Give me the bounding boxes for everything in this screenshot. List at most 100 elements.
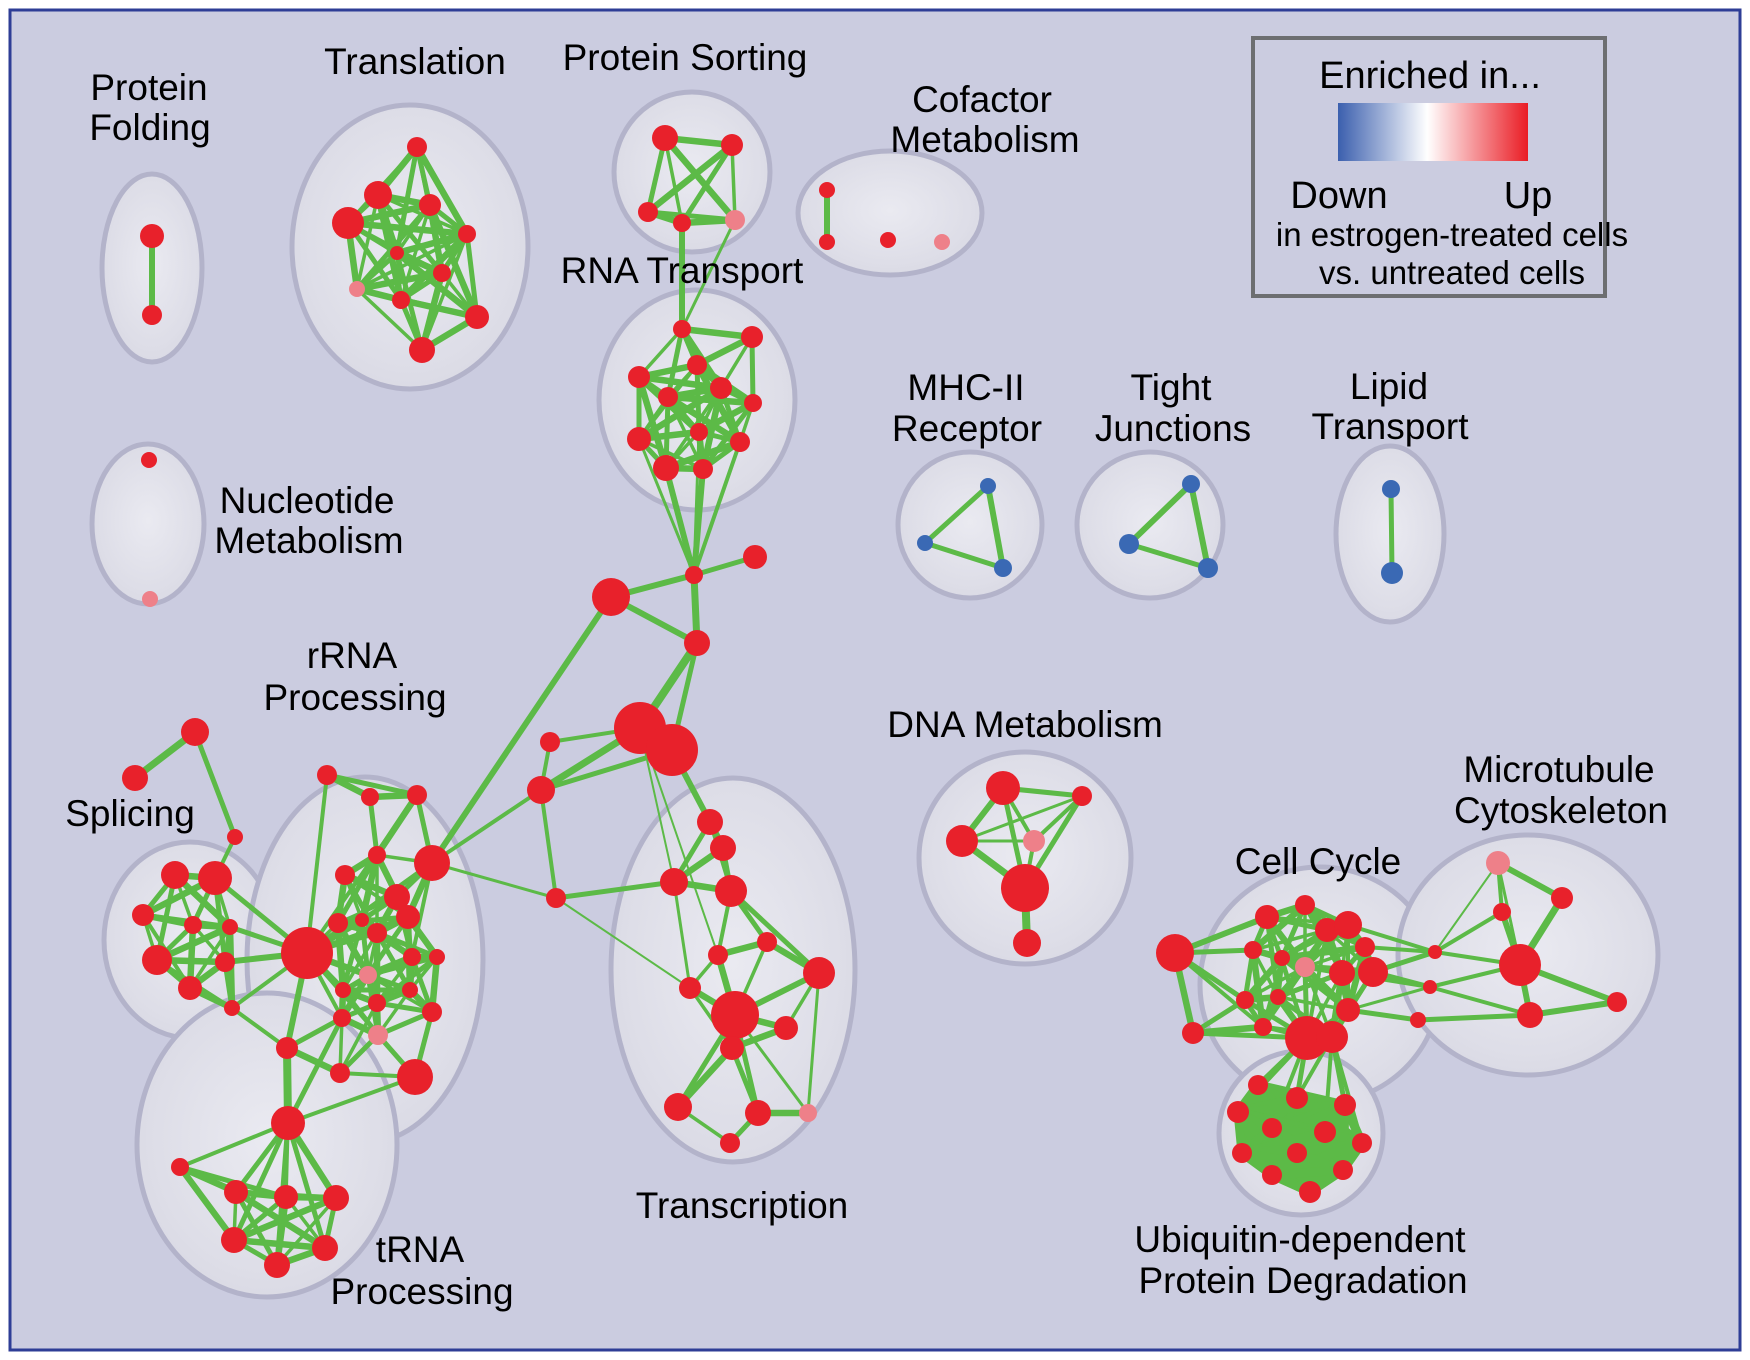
gene-set-node[interactable]	[1270, 989, 1286, 1005]
gene-set-node[interactable]	[1314, 1121, 1336, 1143]
gene-set-node[interactable]	[819, 234, 835, 250]
gene-set-node[interactable]	[720, 1133, 740, 1153]
gene-set-node[interactable]	[178, 976, 202, 1000]
gene-set-node[interactable]	[725, 210, 745, 230]
gene-set-node[interactable]	[1428, 945, 1442, 959]
gene-set-node[interactable]	[323, 1185, 349, 1211]
gene-set-node[interactable]	[335, 982, 351, 998]
gene-set-node[interactable]	[1607, 992, 1627, 1012]
gene-set-node[interactable]	[697, 809, 723, 835]
gene-set-node[interactable]	[721, 134, 743, 156]
gene-set-node[interactable]	[679, 977, 701, 999]
gene-set-node[interactable]	[281, 927, 333, 979]
gene-set-node[interactable]	[1493, 903, 1511, 921]
gene-set-node[interactable]	[917, 535, 933, 551]
gene-set-node[interactable]	[458, 225, 476, 243]
gene-set-node[interactable]	[274, 1185, 298, 1209]
gene-set-node[interactable]	[419, 194, 441, 216]
gene-set-node[interactable]	[1334, 1094, 1356, 1116]
gene-set-node[interactable]	[312, 1235, 338, 1261]
gene-set-node[interactable]	[364, 181, 392, 209]
gene-set-node[interactable]	[1287, 1143, 1307, 1163]
gene-set-node[interactable]	[276, 1037, 298, 1059]
gene-set-node[interactable]	[414, 845, 450, 881]
gene-set-node[interactable]	[198, 861, 232, 895]
gene-set-node[interactable]	[660, 868, 688, 896]
gene-set-node[interactable]	[1156, 934, 1194, 972]
gene-set-node[interactable]	[335, 865, 355, 885]
gene-set-node[interactable]	[271, 1106, 305, 1140]
gene-set-node[interactable]	[221, 1227, 247, 1253]
gene-set-node[interactable]	[708, 945, 728, 965]
gene-set-node[interactable]	[1262, 1165, 1282, 1185]
gene-set-node[interactable]	[741, 326, 763, 348]
gene-set-node[interactable]	[980, 478, 996, 494]
gene-set-node[interactable]	[407, 785, 427, 805]
gene-set-node[interactable]	[359, 966, 377, 984]
gene-set-node[interactable]	[333, 1009, 351, 1027]
gene-set-node[interactable]	[224, 1180, 248, 1204]
gene-set-node[interactable]	[638, 202, 658, 222]
gene-set-node[interactable]	[710, 835, 736, 861]
gene-set-node[interactable]	[684, 630, 710, 656]
gene-set-node[interactable]	[628, 366, 650, 388]
gene-set-node[interactable]	[215, 952, 235, 972]
gene-set-node[interactable]	[653, 455, 679, 481]
gene-set-node[interactable]	[1182, 475, 1200, 493]
gene-set-node[interactable]	[744, 394, 762, 412]
gene-set-node[interactable]	[317, 765, 337, 785]
gene-set-node[interactable]	[328, 913, 348, 933]
gene-set-node[interactable]	[1336, 998, 1360, 1022]
gene-set-node[interactable]	[224, 1000, 240, 1016]
gene-set-node[interactable]	[1299, 1181, 1321, 1203]
gene-set-node[interactable]	[1382, 480, 1400, 498]
gene-set-node[interactable]	[693, 459, 713, 479]
gene-set-node[interactable]	[222, 919, 238, 935]
gene-set-node[interactable]	[757, 932, 777, 952]
gene-set-node[interactable]	[799, 1104, 817, 1122]
gene-set-node[interactable]	[1551, 887, 1573, 909]
gene-set-node[interactable]	[730, 432, 750, 452]
gene-set-node[interactable]	[140, 224, 164, 248]
gene-set-node[interactable]	[1499, 944, 1541, 986]
gene-set-node[interactable]	[407, 137, 427, 157]
gene-set-node[interactable]	[687, 355, 707, 375]
gene-set-node[interactable]	[1072, 786, 1092, 806]
gene-set-node[interactable]	[142, 305, 162, 325]
gene-set-node[interactable]	[465, 305, 489, 329]
gene-set-node[interactable]	[227, 829, 243, 845]
gene-set-node[interactable]	[422, 1002, 442, 1022]
gene-set-node[interactable]	[658, 387, 678, 407]
gene-set-node[interactable]	[745, 1100, 771, 1126]
gene-set-node[interactable]	[527, 776, 555, 804]
gene-set-node[interactable]	[774, 1016, 798, 1040]
gene-set-node[interactable]	[986, 771, 1020, 805]
gene-set-node[interactable]	[330, 1063, 350, 1083]
gene-set-node[interactable]	[1355, 937, 1375, 957]
gene-set-node[interactable]	[1244, 941, 1262, 959]
gene-set-node[interactable]	[592, 578, 630, 616]
gene-set-node[interactable]	[1023, 830, 1045, 852]
gene-set-node[interactable]	[122, 765, 148, 791]
gene-set-node[interactable]	[994, 559, 1012, 577]
gene-set-node[interactable]	[1232, 1143, 1252, 1163]
gene-set-node[interactable]	[332, 207, 364, 239]
gene-set-node[interactable]	[1286, 1087, 1308, 1109]
gene-set-node[interactable]	[1119, 534, 1139, 554]
gene-set-node[interactable]	[392, 291, 410, 309]
gene-set-node[interactable]	[546, 888, 566, 908]
gene-set-node[interactable]	[368, 1025, 388, 1045]
gene-set-node[interactable]	[1255, 905, 1279, 929]
gene-set-node[interactable]	[1315, 918, 1339, 942]
gene-set-node[interactable]	[390, 246, 404, 260]
gene-set-node[interactable]	[433, 264, 451, 282]
gene-set-node[interactable]	[368, 994, 386, 1012]
gene-set-node[interactable]	[141, 452, 157, 468]
gene-set-node[interactable]	[1274, 950, 1290, 966]
gene-set-node[interactable]	[1001, 864, 1049, 912]
gene-set-node[interactable]	[349, 281, 365, 297]
gene-set-node[interactable]	[652, 125, 678, 151]
gene-set-node[interactable]	[367, 923, 387, 943]
gene-set-node[interactable]	[880, 232, 896, 248]
gene-set-node[interactable]	[1329, 960, 1355, 986]
